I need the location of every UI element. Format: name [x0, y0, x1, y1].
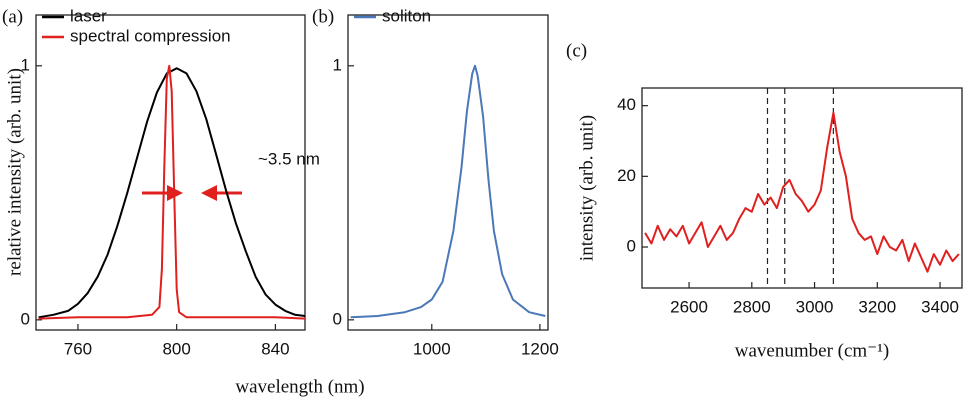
x-axis-label: wavelength (nm) [235, 376, 364, 397]
x-tick-label: 2800 [733, 297, 771, 316]
y-tick-label: 1 [333, 55, 342, 74]
plot-frame [641, 87, 963, 289]
panel-label: (c) [566, 40, 587, 61]
x-tick-label: 2600 [670, 297, 708, 316]
y-tick-label: 20 [617, 166, 636, 185]
x-axis-label: wavenumber (cm⁻¹) [735, 340, 889, 361]
data-line [644, 111, 960, 273]
x-tick-label: 800 [162, 339, 190, 358]
panel-label: (b) [312, 6, 334, 27]
y-tick-label: 0 [627, 236, 636, 255]
x-tick-label: 3200 [858, 297, 896, 316]
plot-frame [35, 14, 306, 331]
y-tick-label: 1 [21, 55, 30, 74]
data-line [350, 64, 546, 319]
annotation: ~3.5 nm [258, 149, 320, 168]
data-line [38, 67, 306, 319]
plot-frame [347, 14, 549, 331]
y-tick-label: 40 [617, 95, 636, 114]
x-tick-label: 1000 [413, 339, 451, 358]
x-tick-label: 760 [64, 339, 92, 358]
legend-label: spectral compression [70, 26, 231, 45]
x-tick-label: 3400 [921, 297, 959, 316]
x-tick-label: 3000 [796, 297, 834, 316]
y-tick-label: 0 [333, 309, 342, 328]
y-tick-label: 0 [21, 309, 30, 328]
x-tick-label: 840 [261, 339, 289, 358]
data-line [38, 64, 306, 320]
legend-label: soliton [382, 6, 431, 25]
panel-label: (a) [2, 6, 23, 27]
y-axis-label: relative intensity (arb. unit) [4, 68, 25, 276]
y-axis-label: intensity (arb. unit) [576, 115, 597, 261]
x-tick-label: 1200 [521, 339, 559, 358]
legend-label: laser [70, 6, 107, 25]
